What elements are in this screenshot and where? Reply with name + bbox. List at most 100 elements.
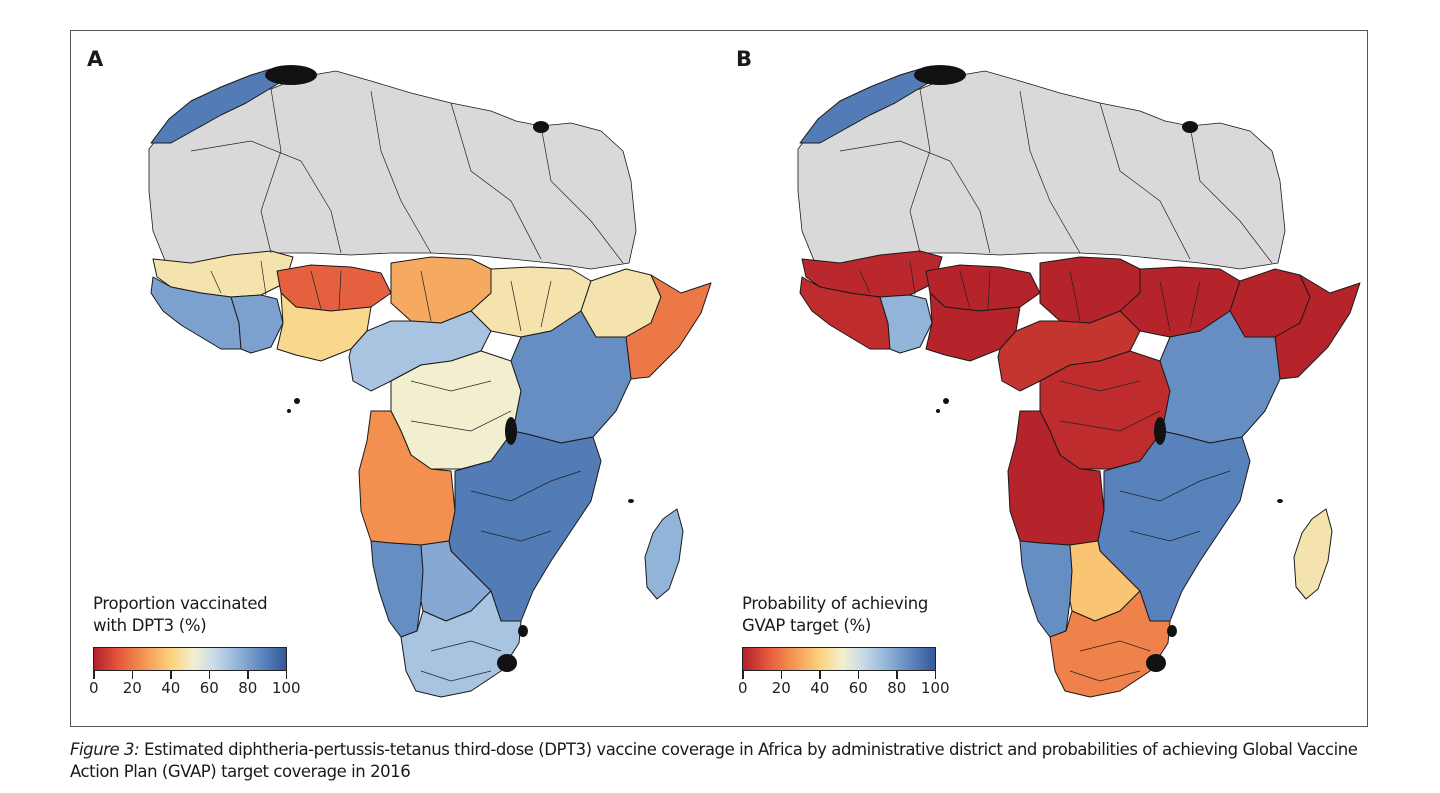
district-border [420, 270, 552, 332]
panel-a: A Proportion vaccinated with DPT3 (%) 0 2… [71, 31, 720, 726]
colorbar-tick-label: 40 [810, 679, 830, 697]
island [294, 398, 300, 404]
rwanda-burundi-dense-districts [505, 417, 517, 445]
island [287, 409, 291, 413]
figure-caption: Figure 3: Estimated diphtheria-pertussis… [70, 739, 1390, 783]
colorbar-tick [780, 671, 782, 679]
colorbar-tick-labels-a: 0 20 40 60 80 100 [89, 679, 313, 699]
caption-text: Estimated diphtheria-pertussis-tetanus t… [70, 740, 1358, 781]
caption-figure-label: Figure 3: [70, 740, 140, 759]
legend-title-a: Proportion vaccinated with DPT3 (%) [93, 593, 333, 637]
colorbar-ticks-a [93, 671, 287, 679]
district-border [1189, 125, 1273, 264]
map-region-west-africa-coast [150, 276, 242, 350]
district-border [450, 102, 542, 260]
map-region-nigeria-north [276, 264, 392, 312]
colorbar-tick-label: 60 [848, 679, 868, 697]
colorbar-tick-label: 40 [161, 679, 181, 697]
colorbar-tick-label: 20 [771, 679, 791, 697]
legend-title-line-1: Probability of achieving [742, 594, 929, 613]
colorbar-a [93, 647, 287, 671]
colorbar-tick [857, 671, 859, 679]
map-region-namibia [370, 540, 424, 638]
colorbar-tick [208, 671, 210, 679]
district-border [540, 125, 624, 264]
rwanda-burundi-dense-districts [1154, 417, 1166, 445]
district-border [1069, 270, 1201, 332]
island [628, 499, 634, 503]
island [936, 409, 940, 413]
legend-b: Probability of achieving GVAP target (%)… [738, 593, 982, 699]
district-border [1099, 102, 1191, 260]
district-border [839, 140, 991, 254]
district-border [1059, 380, 1161, 432]
district-border [260, 88, 282, 254]
lesotho-dense-districts [497, 654, 517, 672]
district-border [420, 640, 502, 682]
colorbar-ticks-b [742, 671, 936, 679]
colorbar-tick-label: 20 [122, 679, 142, 697]
colorbar-tick-label: 0 [737, 679, 748, 697]
swaziland-dense-districts [518, 625, 528, 637]
district-border [1069, 640, 1151, 682]
district-border [210, 260, 342, 310]
map-region-east-africa [510, 310, 632, 444]
lesotho-dense-districts [1146, 654, 1166, 672]
figure-frame: A Proportion vaccinated with DPT3 (%) 0 2… [70, 30, 1368, 727]
map-region-west-africa-coast [799, 276, 891, 350]
map-a [148, 65, 712, 698]
egypt-dense-districts [1182, 121, 1198, 133]
colorbar-tick-label: 80 [238, 679, 258, 697]
colorbar-tick [93, 671, 95, 679]
district-border [1119, 470, 1231, 542]
map-region-namibia [1019, 540, 1073, 638]
colorbar-tick [285, 671, 287, 679]
panel-label-a: A [87, 47, 104, 71]
map-region-madagascar [644, 508, 684, 600]
legend-title-line-1: Proportion vaccinated [93, 594, 268, 613]
colorbar-tick [170, 671, 172, 679]
colorbar-tick [742, 671, 744, 679]
colorbar-tick-labels-b: 0 20 40 60 80 100 [738, 679, 962, 699]
colorbar-tick [934, 671, 936, 679]
island [1277, 499, 1283, 503]
district-borders [190, 88, 624, 682]
district-border [909, 88, 931, 254]
map-region-somalia [1274, 274, 1361, 380]
panel-b: B Probability of achieving GVAP target (… [720, 31, 1369, 726]
colorbar-tick [131, 671, 133, 679]
legend-title-line-2: with DPT3 (%) [93, 616, 207, 635]
colorbar-tick [247, 671, 249, 679]
map-region-east-africa [1159, 310, 1281, 444]
map-region-ghana-cote-d-ivoire [879, 294, 933, 354]
district-border [190, 140, 342, 254]
nile-delta-dense-districts [914, 65, 966, 85]
map-region-madagascar [1293, 508, 1333, 600]
colorbar-tick-label: 100 [271, 679, 301, 697]
map-region-ghana-cote-d-ivoire [230, 294, 284, 354]
legend-a: Proportion vaccinated with DPT3 (%) 0 20 4… [89, 593, 333, 699]
swaziland-dense-districts [1167, 625, 1177, 637]
colorbar-tick [896, 671, 898, 679]
district-borders [839, 88, 1273, 682]
legend-title-b: Probability of achieving GVAP target (%) [742, 593, 982, 637]
colorbar-tick-label: 100 [920, 679, 950, 697]
district-border [370, 90, 432, 254]
map-region-somalia [625, 274, 712, 380]
colorbar-tick-label: 80 [887, 679, 907, 697]
egypt-dense-districts [533, 121, 549, 133]
district-border [410, 380, 512, 432]
map-b [797, 65, 1361, 698]
colorbar-b [742, 647, 936, 671]
panel-label-b: B [736, 47, 753, 71]
island [943, 398, 949, 404]
district-border [470, 470, 582, 542]
district-border [859, 260, 991, 310]
map-region-south-africa [1049, 590, 1171, 698]
colorbar-tick [819, 671, 821, 679]
colorbar-tick-label: 60 [199, 679, 219, 697]
district-border [1019, 90, 1081, 254]
map-region-south-africa [400, 590, 522, 698]
colorbar-tick-label: 0 [88, 679, 99, 697]
map-region-nigeria-north [925, 264, 1041, 312]
